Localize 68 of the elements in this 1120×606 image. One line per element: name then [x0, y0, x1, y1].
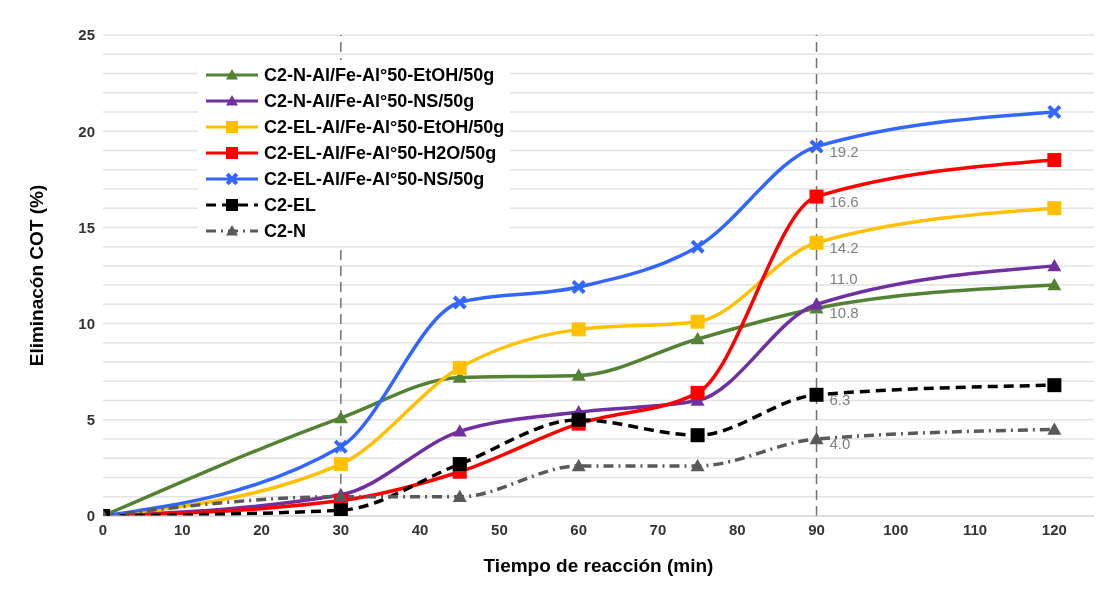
point	[1047, 153, 1062, 168]
point	[571, 368, 586, 381]
x-axis-title: Tiempo de reacción (min)	[483, 555, 714, 576]
point	[690, 331, 705, 345]
y-tick-label: 5	[86, 411, 95, 429]
x-tick-label: 60	[570, 520, 588, 538]
y-tick-label: 10	[78, 314, 95, 332]
point	[1046, 104, 1062, 120]
point	[333, 410, 348, 424]
x-tick-label: 0	[98, 520, 108, 538]
point	[809, 432, 824, 445]
legend-label: C2-N-Al/Fe-Al°50-NS/50g	[264, 90, 475, 112]
point	[571, 279, 587, 295]
x-tick-label: 50	[491, 520, 508, 538]
point	[690, 428, 705, 443]
x-tick-label: 20	[253, 520, 270, 538]
point	[690, 385, 705, 400]
point	[809, 235, 824, 250]
point	[690, 314, 705, 329]
legend-label: C2-EL-Al/Fe-Al°50-EtOH/50g	[264, 116, 505, 138]
x-tick-label: 10	[173, 520, 191, 538]
point	[571, 412, 586, 427]
point	[809, 387, 824, 402]
legend-label: C2-N	[264, 220, 307, 242]
point	[1047, 378, 1062, 393]
point	[690, 239, 706, 255]
legend-label: C2-EL-Al/Fe-Al°50-H2O/50g	[264, 142, 497, 164]
point	[690, 458, 705, 472]
legend-label: C2-EL	[264, 194, 317, 216]
data-label: 19.2	[829, 142, 859, 160]
point	[1047, 422, 1062, 435]
data-label: 10.8	[829, 304, 859, 322]
data-label: 14.2	[829, 238, 859, 256]
legend-label: C2-N-Al/Fe-Al°50-EtOH/50g	[264, 64, 495, 86]
point	[333, 439, 349, 455]
point	[452, 360, 467, 375]
point	[808, 138, 825, 155]
y-tick-label: 20	[78, 122, 95, 140]
point	[333, 457, 348, 472]
data-label: 6.3	[829, 390, 851, 408]
x-tick-label: 40	[411, 520, 429, 538]
x-tick-label: 120	[1041, 520, 1067, 538]
x-tick-label: 110	[962, 520, 988, 538]
point	[452, 424, 467, 437]
point	[452, 294, 468, 311]
y-tick-label: 15	[78, 218, 95, 236]
data-label: 16.6	[829, 192, 859, 210]
point	[571, 322, 586, 337]
x-tick-label: 100	[883, 520, 909, 538]
x-tick-label: 30	[332, 520, 350, 538]
point	[571, 458, 586, 472]
y-tick-label: 25	[78, 26, 95, 44]
point	[452, 457, 467, 472]
point	[1047, 201, 1062, 216]
point	[333, 503, 348, 516]
point	[1047, 278, 1062, 291]
x-tick-label: 90	[808, 520, 825, 538]
point	[809, 189, 824, 204]
point	[452, 489, 467, 503]
data-label: 4.0	[829, 435, 851, 453]
x-tick-label: 80	[728, 520, 746, 538]
x-tick-label: 70	[649, 520, 667, 538]
point	[809, 297, 824, 310]
y-axis-title: Eliminacón COT (%)	[25, 184, 47, 367]
point	[1047, 258, 1062, 272]
y-tick-label: 0	[86, 507, 95, 525]
data-label: 11.0	[829, 270, 858, 288]
legend-label: C2-EL-Al/Fe-Al°50-NS/50g	[264, 168, 485, 190]
